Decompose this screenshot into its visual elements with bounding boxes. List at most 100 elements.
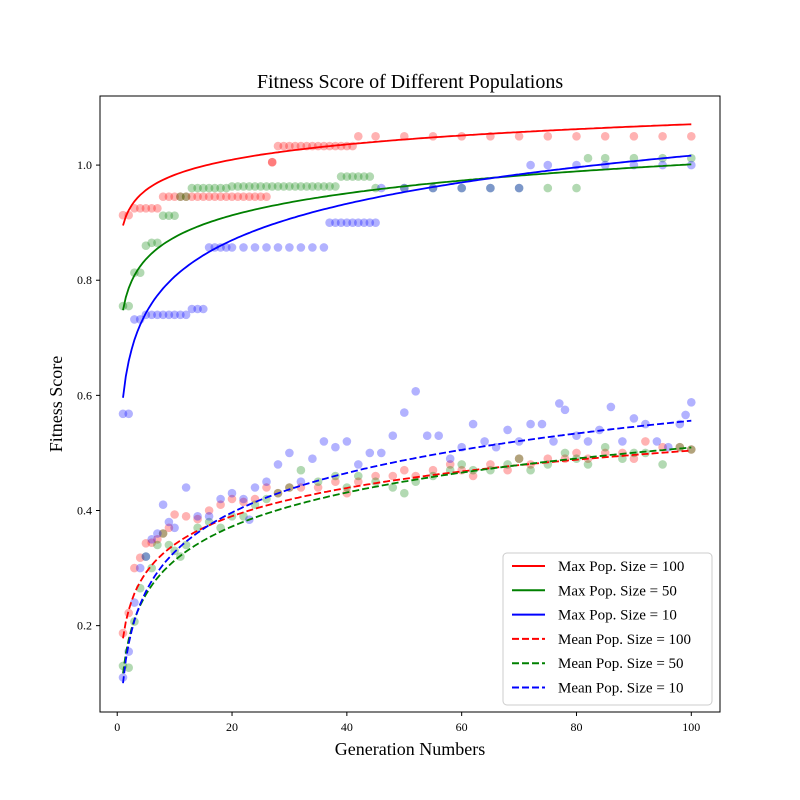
scatter-point-s5-p18 <box>262 477 271 487</box>
scatter-point-s2-p24 <box>285 243 294 252</box>
scatter-point-s3-p12 <box>204 506 214 515</box>
scatter-point-s5-p41 <box>526 419 535 429</box>
y-tick-label-0: 0.2 <box>77 619 92 633</box>
legend-box <box>502 552 713 706</box>
scatter-point-s1-p14 <box>199 183 208 193</box>
chart-title: Fitness Score of Different Populations <box>257 71 563 93</box>
scatter-point-s5-p51 <box>629 414 639 423</box>
scatter-point-s4-p37 <box>526 465 535 475</box>
scatter-point-s1-p9 <box>170 211 179 220</box>
scatter-point-s0-p24 <box>256 192 266 201</box>
x-tick-label-3: 60 <box>456 720 468 734</box>
scatter-point-s2-p19 <box>227 243 237 252</box>
scatter-point-s3-p34 <box>486 460 495 469</box>
scatter-point-s5-p50 <box>618 437 627 446</box>
scatter-point-s1-p18 <box>222 183 231 193</box>
scatter-point-s4-p11 <box>181 540 191 550</box>
scatter-point-s1-p36 <box>325 182 334 191</box>
scatter-point-s1-p47 <box>457 183 467 193</box>
scatter-point-s0-p17 <box>216 192 225 201</box>
scatter-point-s5-p12 <box>204 512 214 521</box>
scatter-point-s5-p57 <box>687 398 696 407</box>
scatter-point-s5-p24 <box>331 442 340 452</box>
scatter-point-s1-p8 <box>164 211 174 220</box>
scatter-point-s0-p9 <box>170 192 179 201</box>
scatter-point-s1-p35 <box>319 182 329 191</box>
scatter-point-s2-p40 <box>457 183 467 193</box>
y-axis-title: Fitness Score <box>46 356 66 453</box>
scatter-point-s5-p2 <box>130 598 139 607</box>
scatter-point-s4-p39 <box>560 448 570 458</box>
scatter-point-s3-p33 <box>468 471 478 481</box>
scatter-point-s0-p7 <box>158 192 168 201</box>
scatter-point-s3-p28 <box>400 465 409 475</box>
scatter-point-s2-p20 <box>239 243 248 252</box>
scatter-point-s3-p48 <box>687 445 696 454</box>
fit-line-3 <box>122 449 692 639</box>
scatter-point-s4-p32 <box>457 460 467 469</box>
scatter-point-s0-p42 <box>371 132 380 141</box>
scatter-point-s0-p18 <box>222 192 231 201</box>
x-tick-label-0: 0 <box>114 720 120 734</box>
scatter-point-s5-p30 <box>400 408 409 417</box>
scatter-point-s2-p32 <box>348 218 357 227</box>
scatter-point-s2-p18 <box>222 243 231 252</box>
fit-line-1 <box>122 163 692 311</box>
scatter-point-s5-p49 <box>606 402 616 412</box>
scatter-point-s1-p30 <box>290 182 300 191</box>
scatter-point-s1-p25 <box>262 182 271 191</box>
scatter-point-s2-p0 <box>118 409 128 419</box>
scatter-point-s0-p29 <box>285 141 294 151</box>
scatter-point-s5-p4 <box>141 552 151 561</box>
scatter-point-s4-p27 <box>388 483 398 492</box>
y-tick-label-1: 0.4 <box>77 504 92 518</box>
scatter-point-s1-p10 <box>176 192 185 201</box>
scatter-point-s4-p1 <box>124 663 133 672</box>
scatter-point-s2-p43 <box>526 160 535 170</box>
scatter-point-s0-p47 <box>514 132 524 141</box>
scatter-point-s1-p1 <box>124 301 133 311</box>
scatter-point-s2-p30 <box>336 218 346 227</box>
scatter-point-s2-p41 <box>486 183 495 193</box>
y-tick-label-4: 1.0 <box>77 158 92 172</box>
scatter-point-s4-p6 <box>153 540 162 550</box>
scatter-point-s2-p33 <box>354 218 363 227</box>
scatter-point-s5-p56 <box>681 410 690 420</box>
scatter-point-s4-p26 <box>371 477 380 487</box>
scatter-point-s5-p47 <box>583 437 593 446</box>
scatter-point-s5-p44 <box>555 399 564 408</box>
scatter-point-s5-p7 <box>158 500 168 510</box>
legend-label-2: Max Pop. Size = 10 <box>558 608 677 624</box>
scatter-point-s5-p34 <box>445 454 455 464</box>
scatter-point-s4-p36 <box>514 454 524 464</box>
legend-label-4: Mean Pop. Size = 50 <box>558 656 684 672</box>
scatter-point-s5-p31 <box>411 387 421 396</box>
scatter-point-s3-p4 <box>141 539 151 548</box>
scatter-point-s1-p52 <box>583 153 593 163</box>
scatter-point-s1-p17 <box>216 183 225 193</box>
scatter-point-s0-p23 <box>250 192 260 201</box>
scatter-point-s0-p30 <box>290 141 300 151</box>
scatter-point-s5-p10 <box>181 483 191 492</box>
scatter-point-s0-p41 <box>354 132 363 141</box>
x-tick-label-5: 100 <box>682 720 700 734</box>
scatter-point-s3-p11 <box>193 514 202 524</box>
scatter-point-s5-p14 <box>227 488 237 498</box>
scatter-point-s1-p16 <box>210 183 220 193</box>
scatter-point-s4-p4 <box>141 552 151 561</box>
scatter-point-s0-p16 <box>210 192 220 201</box>
scatter-point-s4-p16 <box>239 512 248 521</box>
scatter-point-s1-p19 <box>227 182 237 191</box>
x-tick-label-1: 20 <box>226 720 238 734</box>
scatter-point-s2-p27 <box>319 243 329 252</box>
scatter-point-s2-p7 <box>158 310 168 320</box>
scatter-point-s3-p10 <box>181 512 191 521</box>
scatter-point-s3-p26 <box>371 471 380 481</box>
scatter-point-s4-p12 <box>193 523 202 533</box>
scatter-point-s5-p43 <box>549 437 558 446</box>
scatter-point-s2-p23 <box>273 243 283 252</box>
scatter-point-s1-p6 <box>153 238 162 248</box>
y-tick-label-3: 0.8 <box>77 273 92 287</box>
scatter-point-s0-p8 <box>164 192 174 201</box>
